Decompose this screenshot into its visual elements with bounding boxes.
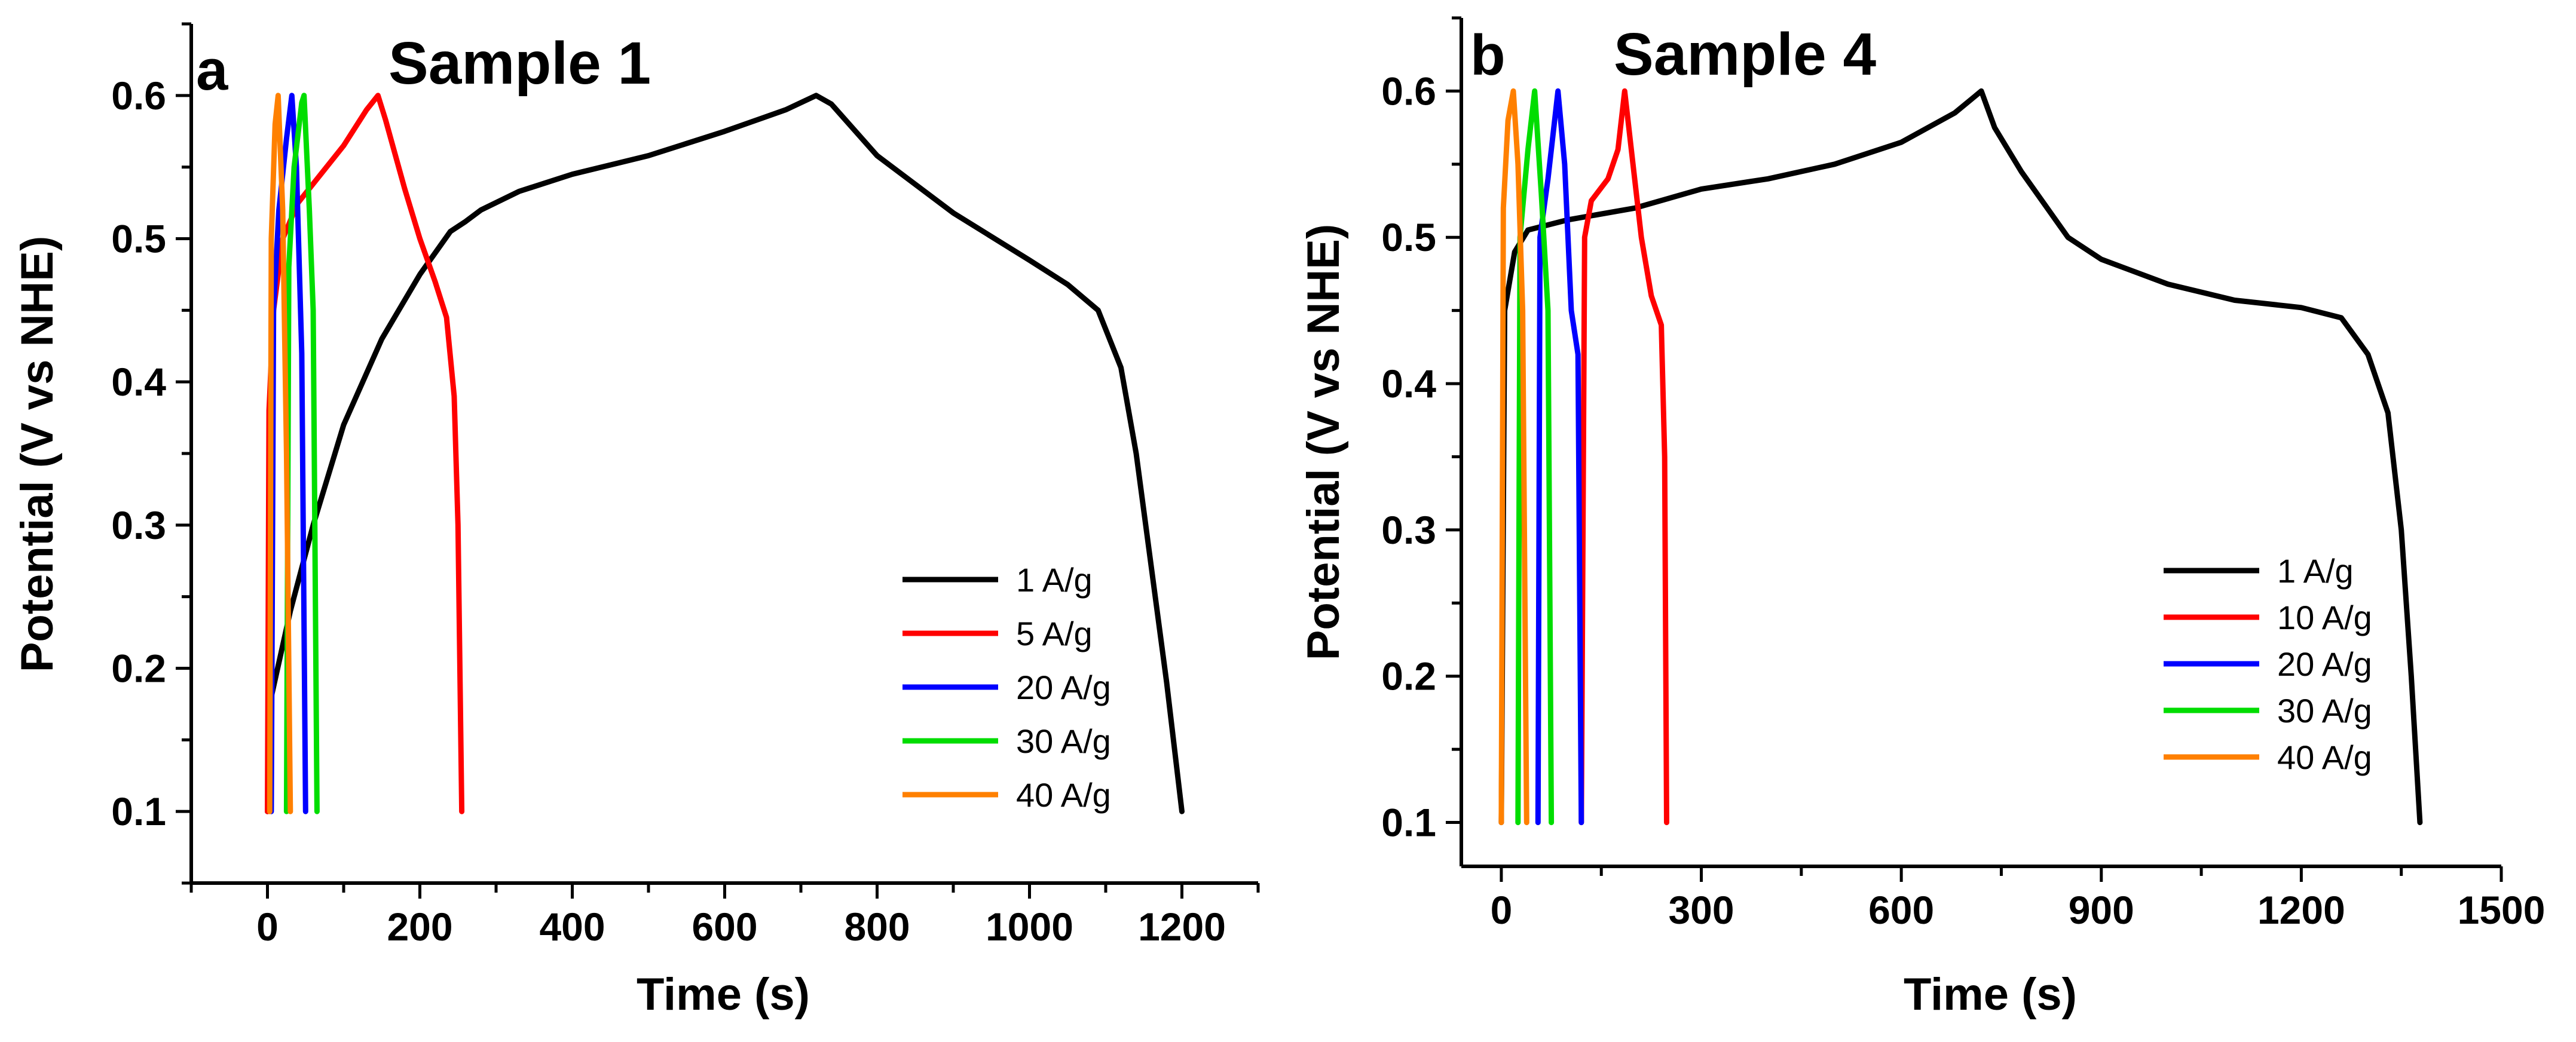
x-tick-label: 200 <box>387 905 452 949</box>
x-tick-label: 1200 <box>2257 888 2345 932</box>
y-tick-label: 0.5 <box>1381 215 1436 259</box>
y-tick-label: 0.3 <box>1381 508 1436 552</box>
panel-b-legend: 1 A/g 10 A/g 20 A/g 30 A/g 40 A/g <box>2164 552 2372 776</box>
legend-label: 30 A/g <box>2277 692 2372 730</box>
legend-label: 5 A/g <box>1016 615 1093 652</box>
y-tick-label: 0.4 <box>111 360 166 404</box>
legend-label: 10 A/g <box>2277 599 2372 636</box>
x-tick-label: 1500 <box>2458 888 2546 932</box>
x-tick-label: 1200 <box>1138 905 1226 949</box>
series-line-20a-g <box>1535 88 1584 826</box>
panel-b-x-axis-title: Time (s) <box>1904 969 2077 1020</box>
panel-a-letter: a <box>196 38 228 102</box>
panel-a-x-axis-title: Time (s) <box>637 969 810 1020</box>
panel-b-x-ticks: 0 300 600 900 1200 1500 <box>1491 866 2546 932</box>
panel-b: 0 300 600 900 1200 1500 0.1 0.2 0.3 0.4 0.5 0.6 1 … <box>1298 16 2546 1020</box>
panel-a-y-axis-title: Potential (V vs NHE) <box>12 236 63 673</box>
series-line-5a-g <box>265 93 465 814</box>
x-tick-label: 900 <box>2069 888 2134 932</box>
y-tick-label: 0.2 <box>111 646 166 691</box>
panel-a-title: Sample 1 <box>388 30 651 97</box>
x-tick-label: 300 <box>1668 888 1734 932</box>
legend-label: 20 A/g <box>1016 669 1111 706</box>
panel-a-legend: 1 A/g 5 A/g 20 A/g 30 A/g 40 A/g <box>902 561 1111 814</box>
x-tick-label: 1000 <box>986 905 1073 949</box>
series-line-30a-g <box>283 93 320 814</box>
panel-b-letter: b <box>1470 23 1506 87</box>
panel-b-y-axis-title: Potential (V vs NHE) <box>1298 224 1349 661</box>
legend-label: 1 A/g <box>2277 552 2354 590</box>
x-tick-label: 400 <box>539 905 605 949</box>
y-tick-label: 0.3 <box>111 503 166 547</box>
panel-a-x-ticks: 0 200 400 600 800 1000 1200 <box>189 883 1260 949</box>
y-tick-label: 0.1 <box>1381 801 1436 845</box>
panel-a: 0 200 400 600 800 1000 1200 0.1 0.2 0.3 0.4 0.5 0.6… <box>12 22 1260 1020</box>
x-tick-label: 0 <box>1491 888 1513 932</box>
panel-b-y-ticks: 0.1 0.2 0.3 0.4 0.5 0.6 <box>1381 16 1461 845</box>
series-line-10a-g <box>1578 88 1669 826</box>
series-line-40a-g <box>1498 88 1529 826</box>
panel-b-title: Sample 4 <box>1614 21 1876 88</box>
panel-a-y-ticks: 0.1 0.2 0.3 0.4 0.5 0.6 <box>111 22 191 885</box>
x-tick-label: 600 <box>692 905 757 949</box>
y-tick-label: 0.5 <box>111 217 166 261</box>
legend-label: 1 A/g <box>1016 561 1093 599</box>
legend-label: 20 A/g <box>2277 645 2372 683</box>
series-line-1a-g <box>265 93 1185 814</box>
panel-a-plot-area <box>265 93 1185 814</box>
y-tick-label: 0.1 <box>111 789 166 833</box>
legend-label: 40 A/g <box>2277 738 2372 776</box>
x-tick-label: 0 <box>256 905 279 949</box>
y-tick-label: 0.2 <box>1381 654 1436 698</box>
y-tick-label: 0.4 <box>1381 361 1436 406</box>
x-tick-label: 600 <box>1868 888 1934 932</box>
series-line-20a-g <box>268 93 308 814</box>
y-tick-label: 0.6 <box>111 73 166 118</box>
panel-b-plot-area <box>1498 88 2423 826</box>
x-tick-label: 800 <box>844 905 910 949</box>
series-line-40a-g <box>267 93 293 814</box>
y-tick-label: 0.6 <box>1381 69 1436 113</box>
legend-label: 40 A/g <box>1016 776 1111 814</box>
legend-label: 30 A/g <box>1016 722 1111 760</box>
